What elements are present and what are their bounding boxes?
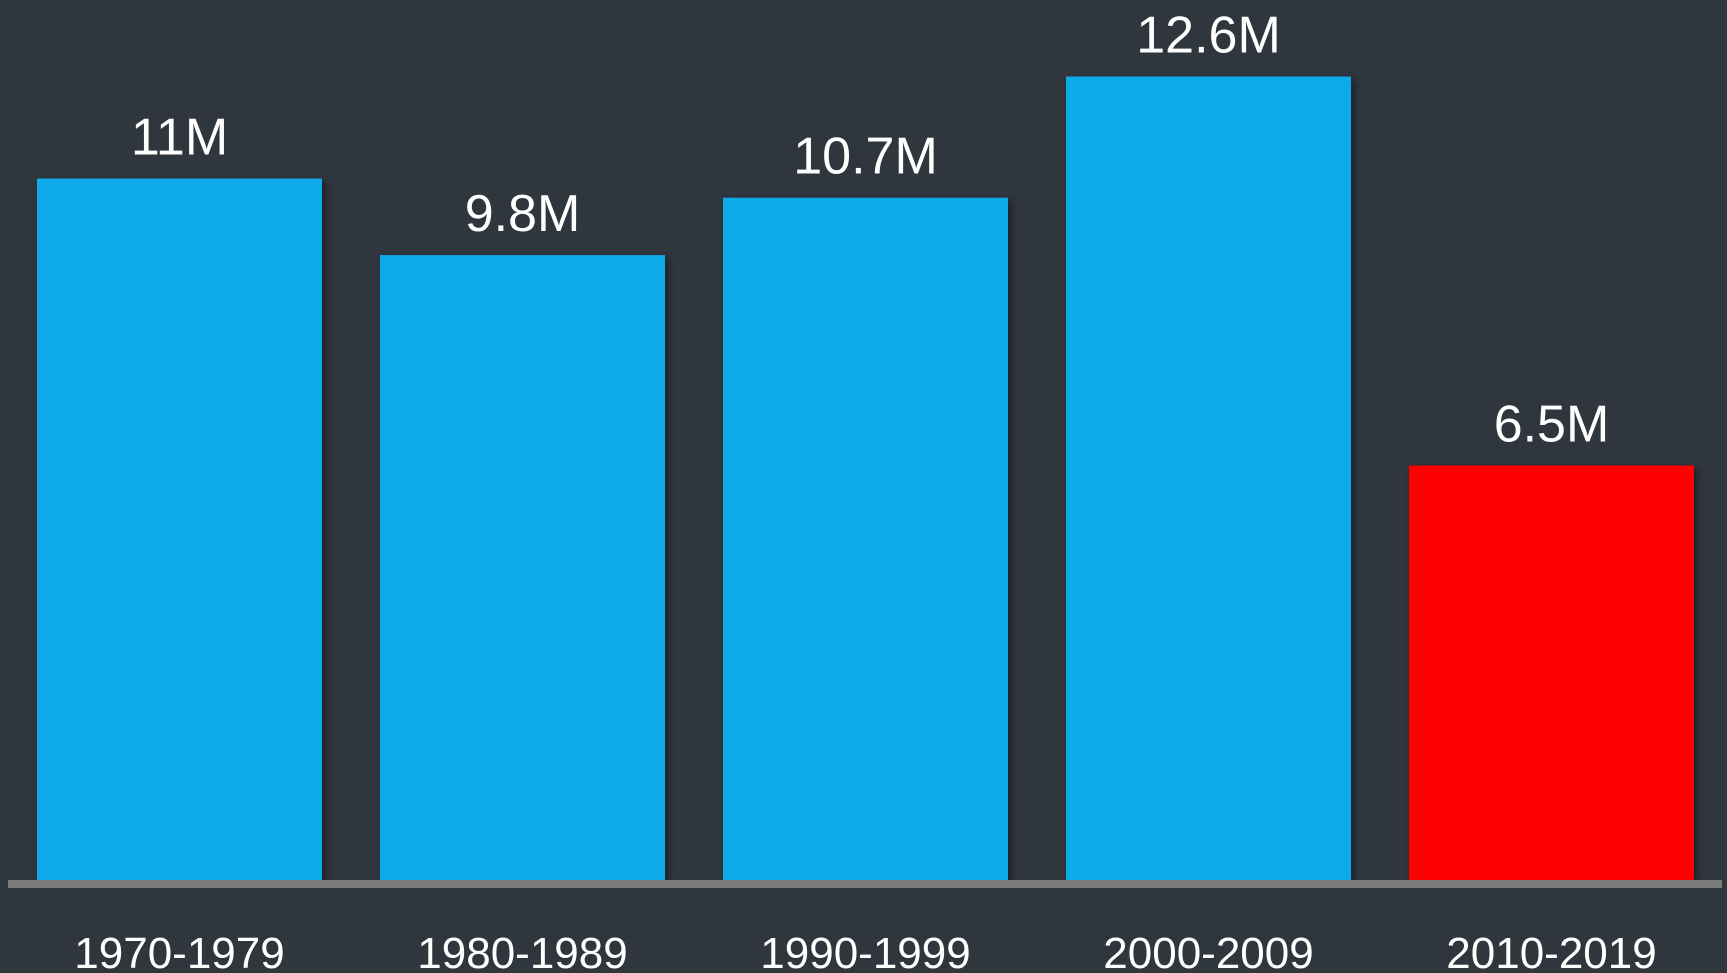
x-tick-label: 1970-1979 bbox=[74, 929, 284, 973]
data-label: 9.8M bbox=[465, 185, 581, 243]
data-label: 11M bbox=[131, 109, 228, 167]
value-labels-group: 11M 9.8M 10.7M 12.6M 6.5M bbox=[131, 7, 1609, 454]
x-tick-label: 2000-2009 bbox=[1103, 929, 1313, 973]
bar-1990-1999 bbox=[723, 197, 1008, 880]
data-label: 12.6M bbox=[1136, 7, 1281, 65]
bar-1970-1979 bbox=[37, 178, 322, 880]
bars-group bbox=[37, 76, 1694, 881]
category-labels-group: 1970-1979 1980-1989 1990-1999 2000-2009 2010… bbox=[74, 929, 1656, 973]
x-tick-label: 2010-2019 bbox=[1446, 929, 1656, 973]
data-label: 6.5M bbox=[1494, 396, 1610, 454]
bar-2000-2009 bbox=[1066, 76, 1351, 881]
bar-1980-1989 bbox=[380, 255, 665, 881]
data-label: 10.7M bbox=[793, 128, 938, 186]
x-tick-label: 1980-1989 bbox=[417, 929, 627, 973]
x-tick-label: 1990-1999 bbox=[760, 929, 970, 973]
bar-2010-2019 bbox=[1409, 465, 1694, 880]
